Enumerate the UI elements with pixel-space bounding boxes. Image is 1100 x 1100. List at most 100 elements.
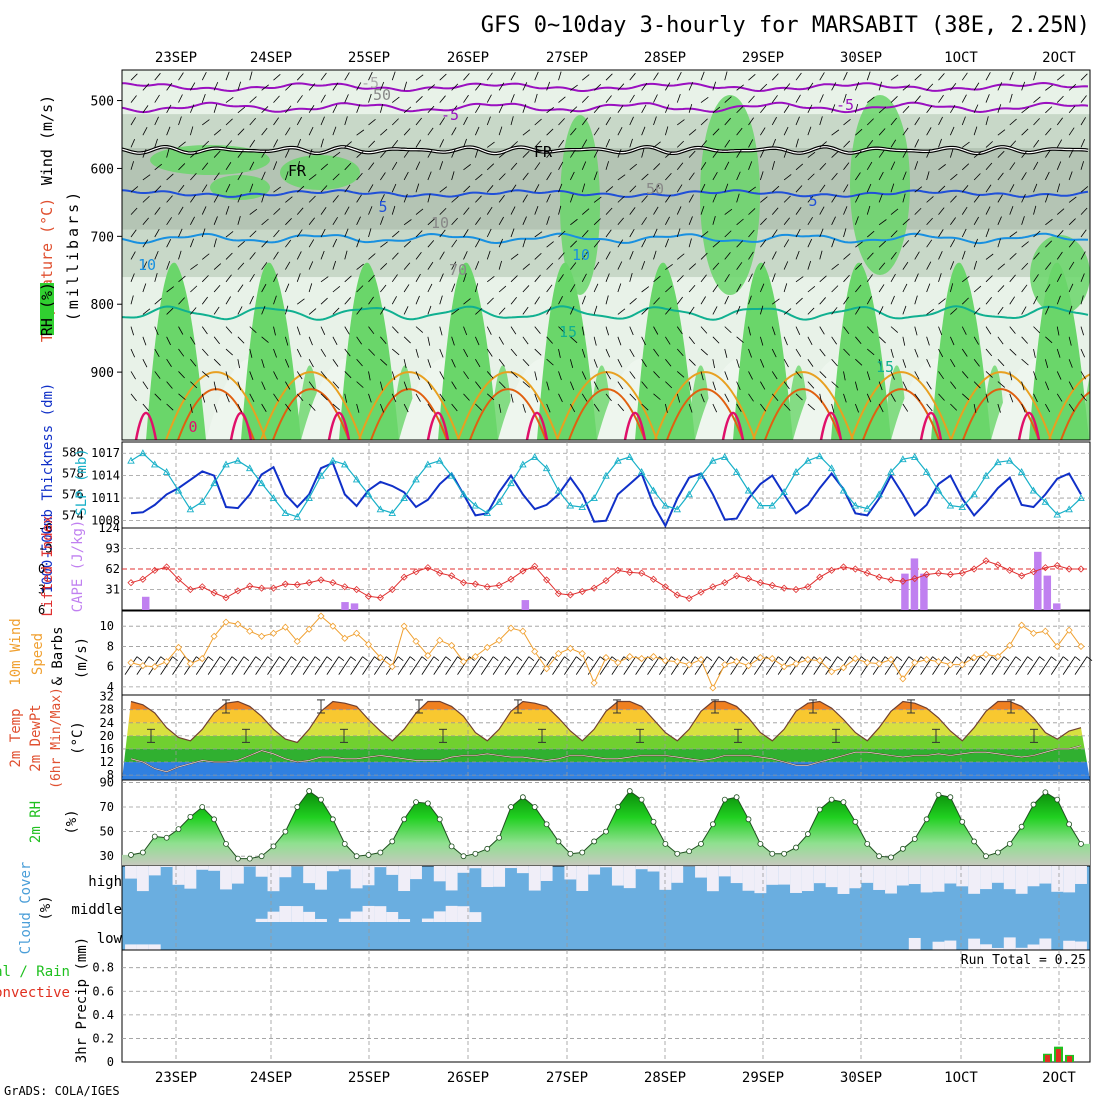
date-label: 28SEP [644,50,686,66]
wind-barb [201,228,206,238]
wind-barb [463,94,469,103]
wind-barb [356,238,360,248]
wind-barb [225,205,230,215]
wind-barb [748,73,756,81]
cloud-high-cell [148,866,161,876]
wind-barb [629,94,635,103]
wind-barb [380,241,388,248]
slp-marker [851,501,860,509]
wind-barb [237,359,240,369]
wind-barb [867,96,875,103]
rh-shading [122,70,1090,440]
wind-barb [1045,306,1050,315]
wind-barb [878,240,886,248]
wind-barb [213,150,221,158]
li-marker [768,581,776,589]
precip-label-a: Total / Rain [0,964,70,980]
thickness-axis-label: 1000-500mb Thickness (dm) [40,383,56,594]
wind-barb [890,348,894,358]
wind-barb [178,326,184,335]
wind-barb [961,348,968,357]
wind-barb [213,172,220,181]
cloud-low-cell [1063,940,1076,950]
wind-barb [581,348,586,358]
wind-barb [463,164,471,171]
wind-barb [831,172,838,181]
wind-barb [498,403,502,413]
surface-barb [207,656,221,675]
wind-barb [273,393,279,402]
cloud-high-cell [896,866,909,886]
wind-barb [1068,261,1075,270]
wind-barb [653,348,660,357]
cloud-high-cell [386,866,399,875]
wind-barb [142,239,149,248]
surface-barb [326,656,340,675]
wind-marker [269,629,278,637]
wind-marker [186,660,194,668]
wind-barb [546,403,551,413]
surface-barb-flag [350,656,356,661]
wind-barb [795,138,799,148]
wind-barb [178,371,185,379]
isotherm-25 [764,388,842,440]
surface-barb-flag [944,656,950,661]
wind-barb [653,141,661,148]
wind-barb [985,296,992,305]
wind-barb [878,262,886,270]
wind-barb [285,261,291,270]
cloud-cover-bars [125,866,1087,950]
surface-barb [659,656,672,675]
li-marker [186,585,194,594]
cloud-high-cell [885,866,897,894]
wind-barb [344,184,351,193]
wind-barb [961,393,970,401]
wind-barb [855,150,862,158]
wind-barb [320,72,327,81]
wind-barb [926,127,932,136]
wind-barb [831,129,840,136]
wind-barb [831,82,837,91]
wind-barb [724,208,733,215]
precip-bars [1043,1046,1074,1062]
wind-barb [771,393,779,401]
wind-barb [166,286,175,293]
contour-label: FR [534,143,553,161]
cloud-high-cell [695,866,707,878]
wind-marker [341,634,349,642]
surface-barb-flag [362,656,368,661]
contour-label: FR [288,162,307,180]
wind-barb [1045,149,1051,158]
li-marker [519,567,527,575]
wind-barb [249,273,255,283]
wind-barb [380,336,387,344]
li-marker [317,576,325,584]
wind-marker [305,625,313,633]
cloud-row-low: low [97,931,123,947]
wind-barb [950,261,955,270]
rh-axis-label: RH (%) [38,282,56,336]
wind-barb [783,359,789,368]
wind-marker [934,658,943,666]
cloud-high-cell [481,866,494,888]
rh2m-marker [591,838,598,845]
cloud-high-cell [1003,866,1016,890]
wind-barb [712,262,720,270]
li-marker [1041,564,1049,572]
wind-barb [451,83,459,91]
li-marker [1065,565,1073,573]
wind-barb [368,228,372,238]
wind-barb [843,206,848,215]
wind-barb [1080,117,1086,126]
wind-axis-label: Wind (m/s) [38,95,56,185]
wind-barb [712,106,721,114]
rh2m-marker [876,853,883,860]
wind-barb [605,295,609,305]
surface-barb [754,656,767,675]
slp-marker [1017,467,1026,475]
wind-marker [839,664,848,672]
wind-barb [546,262,554,270]
wind-barb [795,228,801,238]
wind-barb [653,326,659,335]
wind-barb [558,71,562,81]
